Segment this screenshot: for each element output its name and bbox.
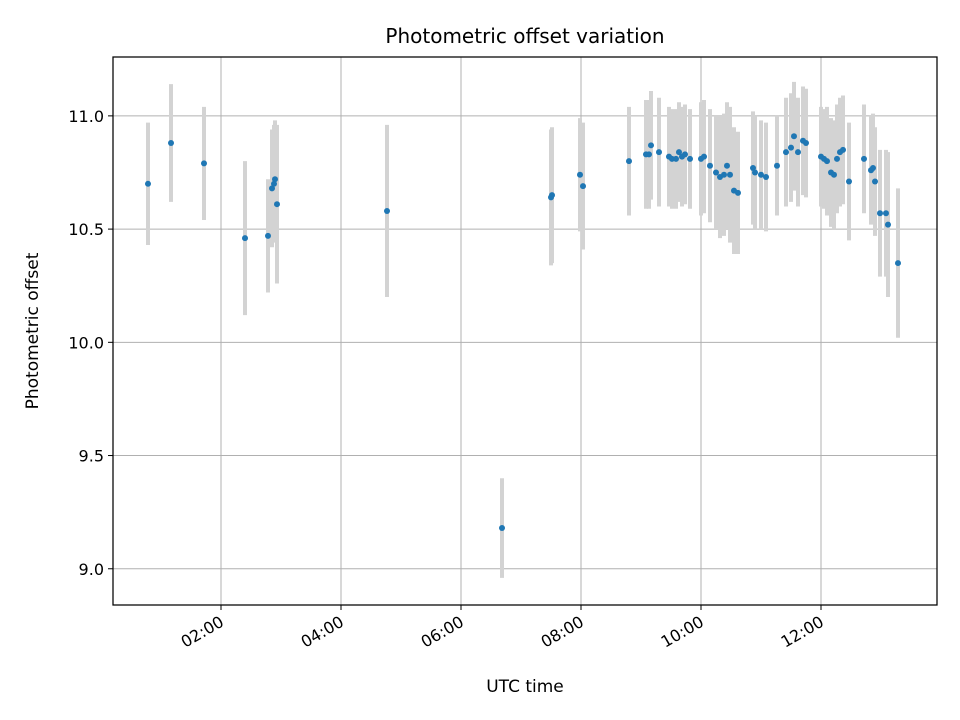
data-point [735, 189, 741, 196]
data-point [791, 133, 797, 140]
data-point [656, 149, 662, 156]
data-points [145, 133, 901, 532]
data-point [885, 221, 891, 228]
chart-title: Photometric offset variation [385, 24, 664, 48]
data-point [676, 149, 682, 156]
data-point [384, 207, 390, 214]
plot-frame [112, 56, 938, 606]
data-point [883, 210, 889, 217]
data-point [724, 162, 730, 169]
data-point [895, 260, 901, 267]
data-point [774, 162, 780, 169]
data-point [577, 171, 583, 178]
data-point [648, 142, 654, 149]
data-point [803, 140, 809, 147]
data-point [727, 171, 733, 178]
data-point [201, 160, 207, 167]
y-tick-label: 9.5 [79, 447, 104, 466]
y-axis-label: Photometric offset [23, 252, 43, 409]
data-point [872, 178, 878, 185]
data-point [763, 174, 769, 181]
data-point [795, 149, 801, 156]
data-point [752, 169, 758, 176]
data-point [758, 171, 764, 178]
data-point [834, 155, 840, 162]
y-tick-label: 9.0 [79, 560, 104, 579]
data-point [824, 158, 830, 165]
data-point [549, 192, 555, 199]
data-point [673, 155, 679, 162]
y-tick-label: 11.0 [68, 107, 104, 126]
data-point [846, 178, 852, 185]
data-point [707, 162, 713, 169]
data-point [626, 158, 632, 165]
data-point [271, 180, 277, 187]
data-point [783, 149, 789, 156]
data-point [269, 185, 275, 192]
data-point [682, 151, 688, 158]
data-point [499, 525, 505, 532]
y-tick-label: 10.5 [68, 220, 104, 239]
data-point [274, 201, 280, 208]
data-point [646, 151, 652, 158]
data-point [242, 235, 248, 242]
data-point [265, 232, 271, 239]
data-point [870, 164, 876, 171]
data-point [145, 180, 151, 187]
data-point [877, 210, 883, 217]
data-point [750, 164, 756, 171]
y-tick-label: 10.0 [68, 333, 104, 352]
data-point [788, 144, 794, 151]
data-point [840, 146, 846, 153]
data-point [272, 176, 278, 183]
data-point [721, 171, 727, 178]
data-point [687, 155, 693, 162]
data-point [580, 183, 586, 190]
data-point [713, 169, 719, 176]
data-point [831, 171, 837, 178]
data-point [701, 153, 707, 160]
data-point [861, 155, 867, 162]
data-point [168, 140, 174, 147]
x-axis-label: UTC time [486, 677, 564, 697]
